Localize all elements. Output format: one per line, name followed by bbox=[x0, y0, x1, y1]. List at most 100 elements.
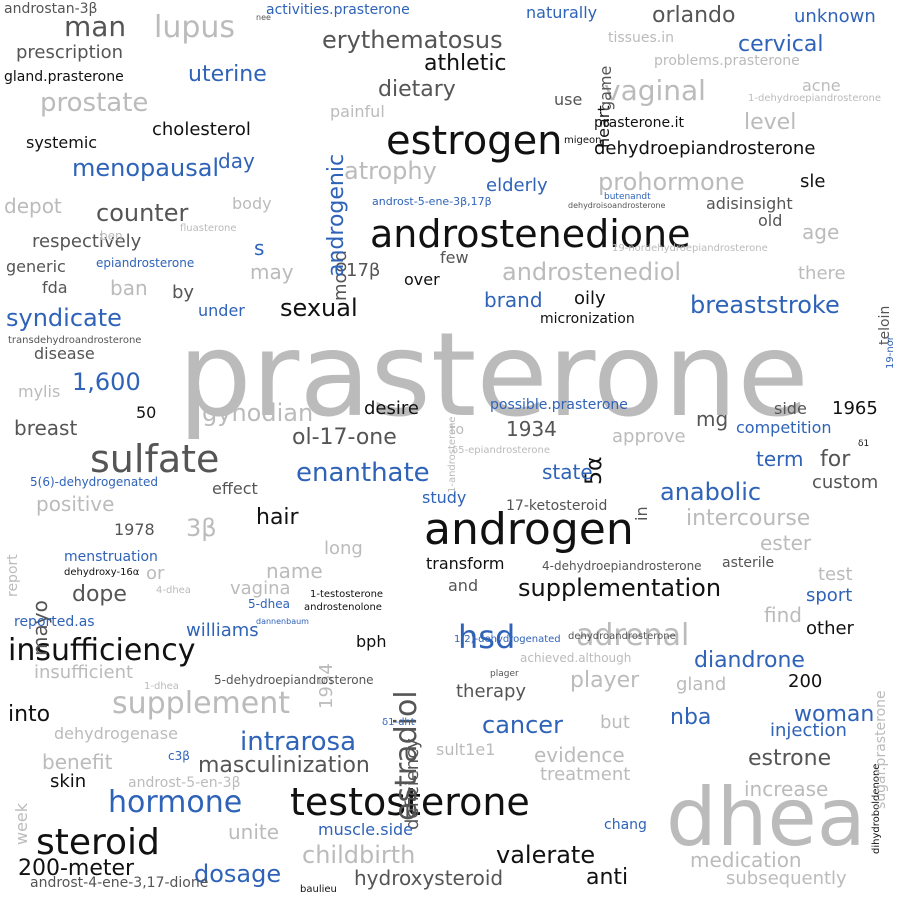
word: prohormone bbox=[598, 168, 745, 196]
word: sexual bbox=[280, 294, 358, 322]
word: medication bbox=[690, 848, 802, 872]
word: state bbox=[542, 460, 593, 484]
word: therapy bbox=[456, 681, 527, 702]
word: effect bbox=[212, 479, 258, 498]
word: generic bbox=[6, 257, 66, 276]
word: but bbox=[600, 712, 630, 733]
word: breast bbox=[14, 416, 78, 440]
word: dehydroxy-16α bbox=[64, 567, 140, 578]
word: fluasterone bbox=[180, 223, 237, 234]
word: custom bbox=[812, 472, 879, 493]
word: s bbox=[254, 236, 265, 260]
word: there bbox=[798, 263, 846, 284]
word: 19-nordehydroepiandrosterone bbox=[612, 243, 768, 254]
word: brand bbox=[484, 288, 543, 312]
word: painful bbox=[330, 102, 385, 121]
word: dannenbaum bbox=[256, 617, 309, 626]
word: cancer bbox=[482, 711, 563, 739]
word: cervical bbox=[738, 32, 824, 57]
word: dhea bbox=[666, 771, 866, 864]
word: skin bbox=[50, 771, 87, 792]
word: lupus bbox=[154, 10, 236, 45]
word: androstan-3β bbox=[4, 1, 98, 17]
word: few bbox=[440, 248, 469, 267]
word: muscle.side bbox=[318, 820, 414, 839]
word: nee bbox=[256, 13, 271, 22]
word: use bbox=[554, 90, 583, 109]
word: hsd bbox=[458, 618, 516, 656]
word: 1,600 bbox=[72, 368, 141, 396]
word: testosterone bbox=[290, 780, 530, 824]
word: 1934 bbox=[506, 417, 557, 441]
word: δ1 bbox=[858, 439, 870, 449]
word: test bbox=[818, 564, 853, 585]
word: δ5-epiandrosterone bbox=[452, 445, 550, 456]
word: dehydroisoandrosterone bbox=[568, 201, 666, 210]
word: estrogen bbox=[386, 118, 563, 164]
word: hydroxysteroid bbox=[354, 866, 504, 890]
word: unite bbox=[228, 820, 280, 844]
word: woman bbox=[794, 702, 875, 727]
word: or bbox=[146, 563, 165, 584]
word: supplementation bbox=[518, 574, 722, 602]
word: 4-dhea bbox=[156, 585, 191, 596]
word: steroid bbox=[36, 822, 160, 863]
word: androst-4-ene-3,17-dione bbox=[30, 875, 209, 891]
word: transform bbox=[426, 554, 505, 573]
word: into bbox=[8, 702, 51, 727]
word: prasterone bbox=[178, 308, 809, 443]
word: prescription bbox=[16, 42, 124, 63]
word: mylis bbox=[18, 382, 61, 401]
word: sugar.prasterone bbox=[873, 690, 889, 809]
word: activities.prasterone bbox=[266, 2, 410, 18]
word: 4-dehydroepiandrosterone bbox=[542, 559, 702, 573]
word: to bbox=[450, 422, 465, 438]
word: 1(2)-dehydrogenated bbox=[454, 634, 561, 645]
word: androstenediol bbox=[502, 258, 682, 286]
word: systemic bbox=[26, 133, 98, 152]
word: insufficiency bbox=[8, 633, 196, 668]
word: gynodian bbox=[202, 399, 314, 427]
word: 1-dehydroepiandrosterone bbox=[748, 93, 881, 104]
word: disease bbox=[34, 344, 95, 363]
word: body bbox=[232, 194, 272, 213]
word: hair bbox=[256, 505, 299, 530]
word: butenandt bbox=[604, 192, 651, 202]
word: injection bbox=[770, 720, 847, 741]
word: in bbox=[632, 506, 651, 521]
word: reported.as bbox=[14, 614, 95, 630]
word: elderly bbox=[486, 175, 548, 196]
word: prostate bbox=[40, 88, 149, 118]
word: treatment bbox=[540, 764, 631, 785]
word: 1965 bbox=[832, 398, 878, 419]
word: masculinization bbox=[198, 753, 370, 778]
word: by bbox=[172, 282, 195, 303]
word: player bbox=[570, 668, 640, 693]
word: tissues.in bbox=[608, 30, 674, 46]
word: atrophy bbox=[344, 157, 437, 185]
word: may bbox=[250, 260, 294, 284]
word: sult1e1 bbox=[436, 740, 496, 759]
word: depot bbox=[4, 194, 62, 218]
word: epiandrosterone bbox=[96, 256, 195, 270]
word: adrenal bbox=[576, 618, 690, 653]
word: ban bbox=[110, 276, 148, 300]
word: fda bbox=[42, 278, 68, 297]
word: insufficient bbox=[34, 662, 134, 683]
word: anabolic bbox=[660, 478, 762, 506]
word: 1978 bbox=[114, 520, 155, 539]
word: breaststroke bbox=[690, 291, 840, 319]
word: sle bbox=[800, 171, 826, 192]
word: positive bbox=[36, 492, 115, 516]
word: 1-dhea bbox=[144, 681, 179, 692]
word: uterine bbox=[188, 62, 267, 87]
word: asterile bbox=[722, 555, 775, 571]
word: under bbox=[198, 301, 245, 320]
word: for bbox=[820, 447, 851, 472]
word: ester bbox=[760, 531, 812, 555]
word: dope bbox=[72, 582, 127, 607]
word: counter bbox=[96, 199, 189, 227]
word: androstenolone bbox=[304, 602, 382, 613]
word: acne bbox=[802, 76, 841, 95]
